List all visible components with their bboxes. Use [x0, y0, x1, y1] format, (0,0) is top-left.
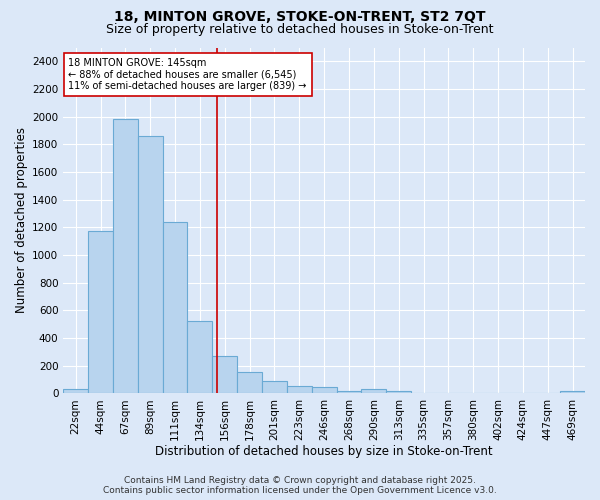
Bar	[138, 136, 163, 394]
Bar	[187, 322, 212, 394]
Bar	[287, 386, 312, 394]
Bar	[237, 372, 262, 394]
Text: Contains HM Land Registry data © Crown copyright and database right 2025.
Contai: Contains HM Land Registry data © Crown c…	[103, 476, 497, 495]
Bar	[337, 390, 361, 394]
X-axis label: Distribution of detached houses by size in Stoke-on-Trent: Distribution of detached houses by size …	[155, 444, 493, 458]
Text: Size of property relative to detached houses in Stoke-on-Trent: Size of property relative to detached ho…	[106, 22, 494, 36]
Bar	[386, 392, 411, 394]
Bar	[113, 120, 138, 394]
Text: 18 MINTON GROVE: 145sqm
← 88% of detached houses are smaller (6,545)
11% of semi: 18 MINTON GROVE: 145sqm ← 88% of detache…	[68, 58, 307, 91]
Bar	[312, 387, 337, 394]
Bar	[436, 392, 461, 394]
Bar	[361, 389, 386, 394]
Y-axis label: Number of detached properties: Number of detached properties	[15, 128, 28, 314]
Bar	[163, 222, 187, 394]
Bar	[63, 389, 88, 394]
Bar	[88, 232, 113, 394]
Bar	[212, 356, 237, 394]
Text: 18, MINTON GROVE, STOKE-ON-TRENT, ST2 7QT: 18, MINTON GROVE, STOKE-ON-TRENT, ST2 7Q…	[114, 10, 486, 24]
Bar	[262, 381, 287, 394]
Bar	[560, 392, 585, 394]
